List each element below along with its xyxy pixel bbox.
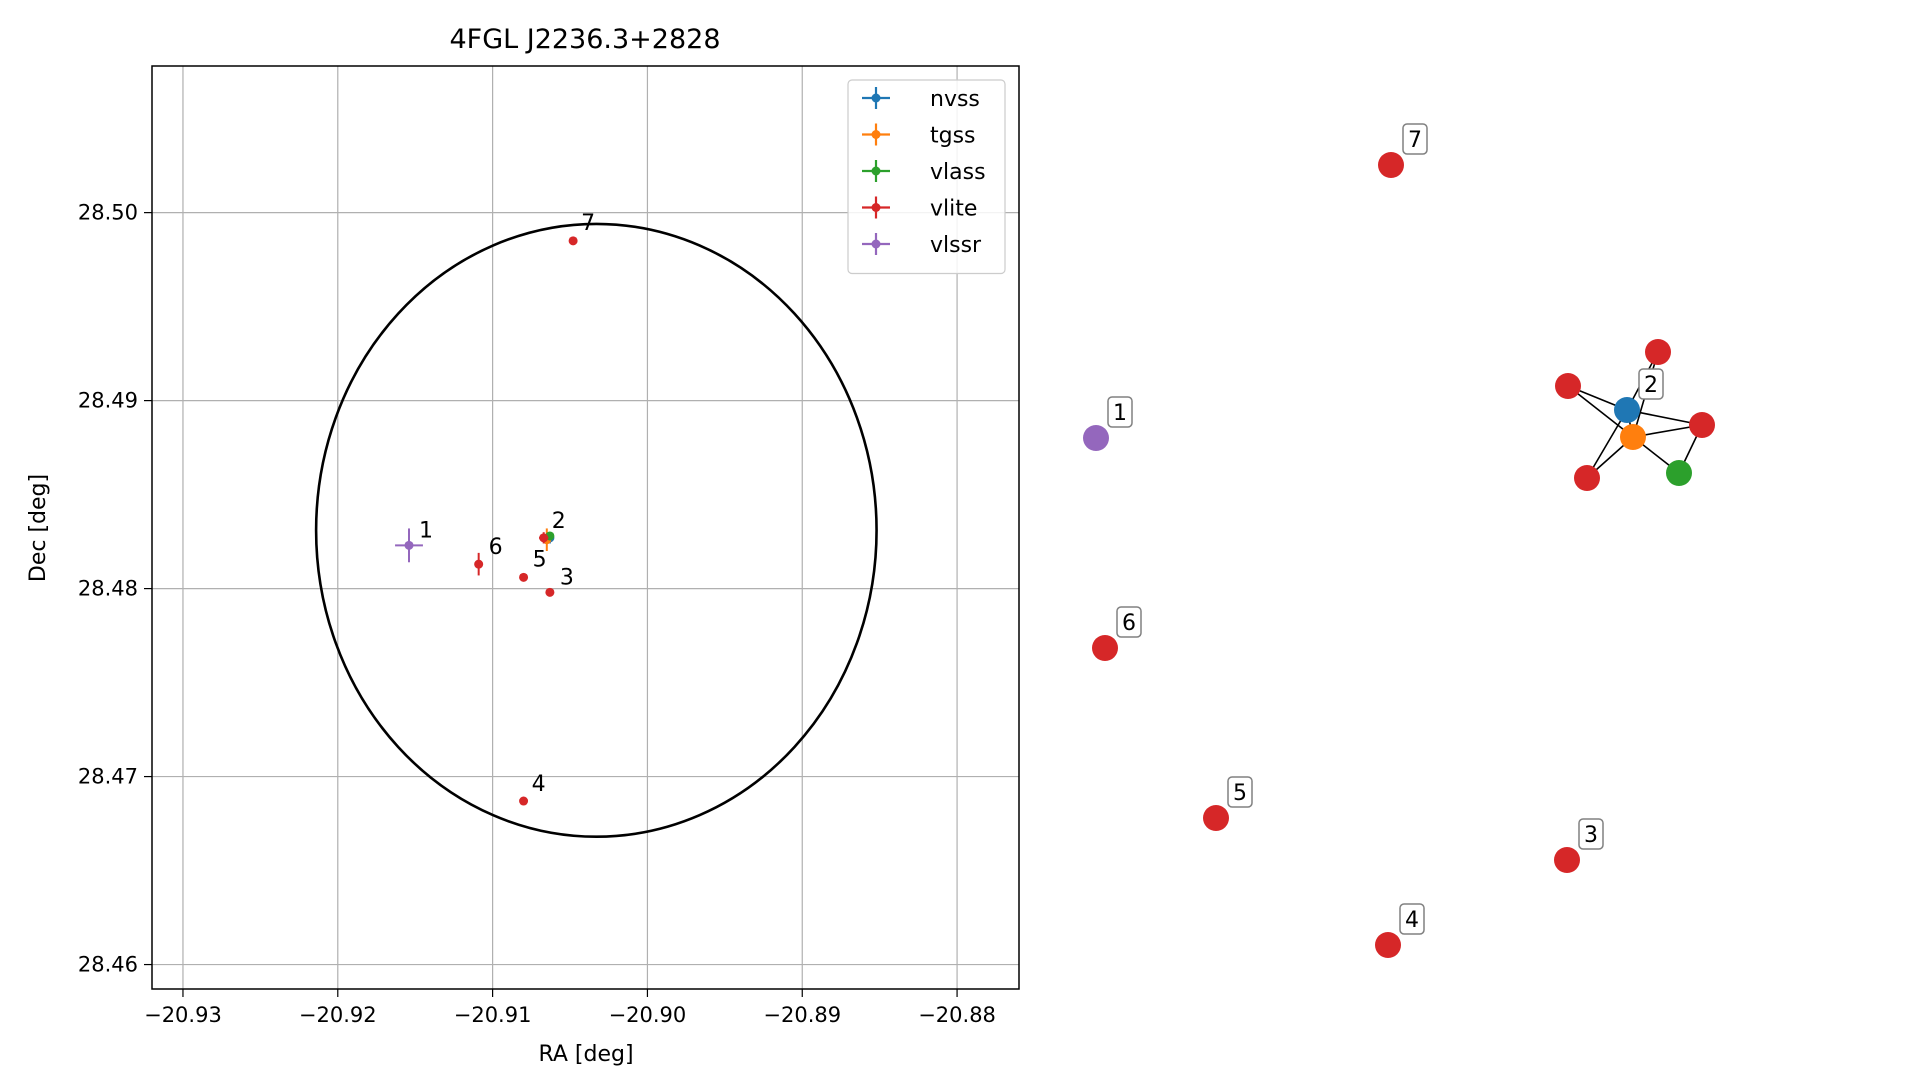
network-nodes: 1 2 3 4 5 6 7: [1083, 123, 1715, 958]
legend: nvss tgss vlass vlite vlssr: [847, 79, 1006, 275]
x-tick-label: −20.90: [609, 1003, 687, 1027]
network-node-label: 4: [1399, 903, 1425, 935]
network-node: [1378, 152, 1404, 178]
legend-box: [847, 79, 1006, 275]
network-node: [1203, 805, 1229, 831]
x-tick-label: −20.91: [454, 1003, 532, 1027]
x-axis-label: RA [deg]: [538, 1042, 633, 1067]
legend-marker: [871, 130, 881, 139]
network-node: [1689, 412, 1715, 438]
point-marker: [568, 236, 578, 246]
point-label: 3: [560, 565, 574, 590]
network-node: [1666, 460, 1692, 486]
y-tick-label: 28.49: [78, 389, 138, 413]
legend-label: tgss: [930, 124, 976, 149]
point-label: 1: [419, 518, 433, 543]
point-marker: [545, 587, 555, 597]
x-tick-label: −20.88: [918, 1003, 996, 1027]
network-node: [1574, 465, 1600, 491]
node-label-text: 2: [1644, 373, 1658, 398]
y-tick-label: 28.48: [78, 577, 138, 601]
node-label-box: [1116, 606, 1142, 638]
plot-frame: [151, 65, 1020, 990]
network-edge: [1586, 409, 1628, 479]
legend-entry-vlssr: vlssr: [862, 233, 982, 258]
legend-entry-vlass: vlass: [862, 160, 986, 185]
legend-marker: [871, 239, 881, 249]
node-label-text: 5: [1233, 781, 1247, 806]
legend-label: nvss: [930, 87, 980, 112]
node-label-text: 1: [1113, 401, 1127, 426]
point-label: 2: [552, 509, 566, 534]
network-node-label: 2: [1638, 368, 1664, 400]
network-node-label: 7: [1402, 123, 1428, 155]
network-node: [1555, 373, 1581, 399]
legend-label: vlite: [930, 197, 977, 222]
network-node: [1645, 339, 1671, 365]
x-axis: −20.93 −20.92 −20.91 −20.90 −20.89 −20.88: [144, 989, 996, 1027]
network-node: [1375, 932, 1401, 958]
x-tick-label: −20.92: [299, 1003, 377, 1027]
point-marker: [404, 540, 414, 550]
legend-label: vlssr: [930, 233, 982, 258]
point-label: 4: [532, 772, 546, 797]
network-node: [1620, 424, 1646, 450]
y-axis-label: Dec [deg]: [26, 474, 51, 582]
points-layer: 2 3 4 5 6 7 1: [395, 211, 595, 806]
legend-entry-vlite: vlite: [862, 196, 977, 222]
node-label-text: 6: [1122, 611, 1136, 636]
x-tick-label: −20.93: [144, 1003, 222, 1027]
point-vlite: 7: [568, 211, 595, 246]
point-marker: [474, 559, 484, 569]
point-vlite: 3: [545, 565, 574, 597]
point-vlite: 2: [539, 509, 566, 544]
network-panel: 1 2 3 4 5 6 7: [1083, 123, 1715, 958]
network-node: [1083, 425, 1109, 451]
error-ellipse: [314, 222, 878, 839]
point-vlite: 5: [519, 547, 547, 582]
legend-label: vlass: [930, 160, 986, 185]
node-label-box: [1638, 368, 1664, 400]
node-label-text: 7: [1408, 128, 1422, 153]
legend-marker: [871, 166, 881, 176]
point-label: 7: [581, 211, 595, 236]
error-ellipse-layer: [314, 222, 878, 839]
network-node: [1614, 397, 1640, 423]
point-vlite: 6: [474, 535, 503, 576]
point-label: 6: [489, 535, 503, 560]
node-label-box: [1107, 396, 1133, 428]
node-label-box: [1578, 818, 1604, 850]
point-marker: [519, 796, 529, 806]
node-label-box: [1402, 123, 1428, 155]
network-node-label: 1: [1107, 396, 1133, 428]
network-node-label: 6: [1116, 606, 1142, 638]
y-tick-label: 28.47: [78, 765, 138, 789]
point-vlite: 4: [519, 772, 546, 806]
legend-marker: [871, 203, 881, 212]
y-tick-label: 28.50: [78, 201, 138, 225]
legend-entry-nvss: nvss: [862, 87, 980, 112]
node-label-text: 4: [1405, 908, 1419, 933]
point-marker: [519, 572, 529, 582]
network-edge: [1567, 385, 1634, 438]
legend-entry-tgss: tgss: [862, 123, 976, 149]
point-marker: [539, 533, 549, 543]
network-node: [1554, 847, 1580, 873]
node-label-box: [1399, 903, 1425, 935]
network-node-label: 3: [1578, 818, 1604, 850]
chart-title: 4FGL J2236.3+2828: [449, 24, 720, 55]
node-label-box: [1227, 776, 1253, 808]
x-tick-label: −20.89: [763, 1003, 841, 1027]
node-label-text: 3: [1584, 823, 1598, 848]
y-axis: 28.46 28.47 28.48 28.49 28.50: [78, 201, 152, 977]
network-node-label: 5: [1227, 776, 1253, 808]
network-node: [1092, 635, 1118, 661]
point-label: 5: [533, 547, 547, 572]
y-tick-label: 28.46: [78, 953, 138, 977]
legend-marker: [871, 93, 881, 103]
point-vlssr: 1: [395, 518, 433, 563]
